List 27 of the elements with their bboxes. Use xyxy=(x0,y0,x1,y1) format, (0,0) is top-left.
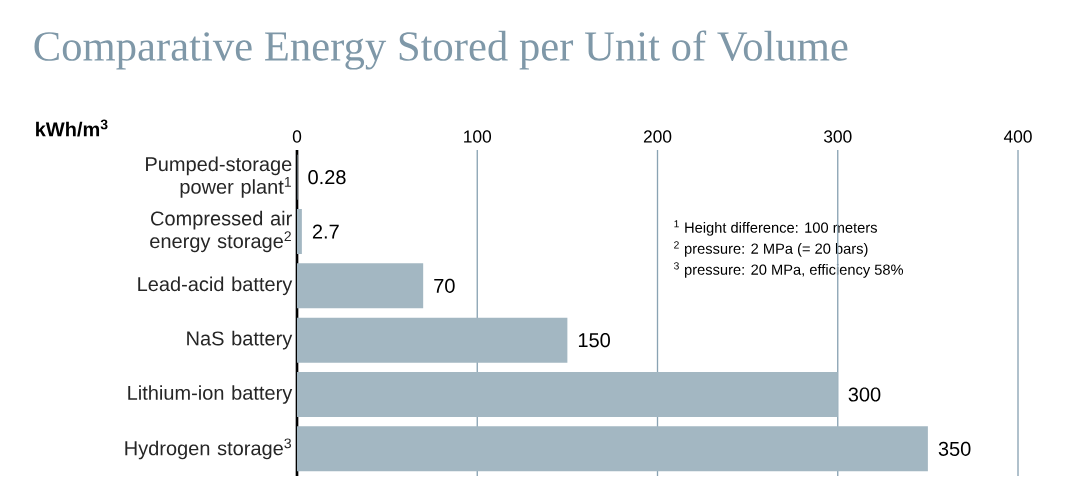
y-tick-label: Hydrogen storage$^{3}$ xyxy=(125,438,292,460)
y-tick-label: Compressed air energy storage$^{2}$ xyxy=(150,210,292,253)
x-tick-label: 100 xyxy=(464,130,492,143)
bar xyxy=(297,263,424,309)
y-axis-title: kWh/m$^{3}$ xyxy=(36,119,108,137)
x-tick-label: 200 xyxy=(643,130,672,143)
y-tick-label: Lead-acid battery xyxy=(138,276,293,296)
annotation: $^{2}$ pressure: 2 MPa (= 20 bars) xyxy=(674,241,868,257)
annotation: $^{3}$ pressure: 20 MPa, efficiency 58% xyxy=(674,262,904,278)
y-tick-label: Pumped-storage power plant$^{1}$ xyxy=(146,156,292,198)
data-label: 350 xyxy=(938,441,971,456)
annotation: $^{1}$ Height difference: 100 meters xyxy=(674,220,877,236)
x-tick-label: 0 xyxy=(292,130,302,143)
data-label: 150 xyxy=(578,333,610,348)
x-tick-label: 400 xyxy=(1003,130,1032,143)
data-label: 0.28 xyxy=(308,170,346,185)
data-label: 2.7 xyxy=(312,224,339,239)
bar xyxy=(297,317,568,363)
bar xyxy=(297,209,302,255)
y-tick-label: NaS battery xyxy=(187,330,293,350)
bar xyxy=(297,426,928,472)
y-tick-label: Lithium-ion battery xyxy=(128,385,293,404)
data-label: 70 xyxy=(434,278,455,293)
bar xyxy=(297,372,838,418)
x-tick-label: 300 xyxy=(823,130,852,143)
chart-title: Comparative Energy Stored per Unit of Volume xyxy=(34,30,848,70)
data-label: 300 xyxy=(848,387,881,402)
